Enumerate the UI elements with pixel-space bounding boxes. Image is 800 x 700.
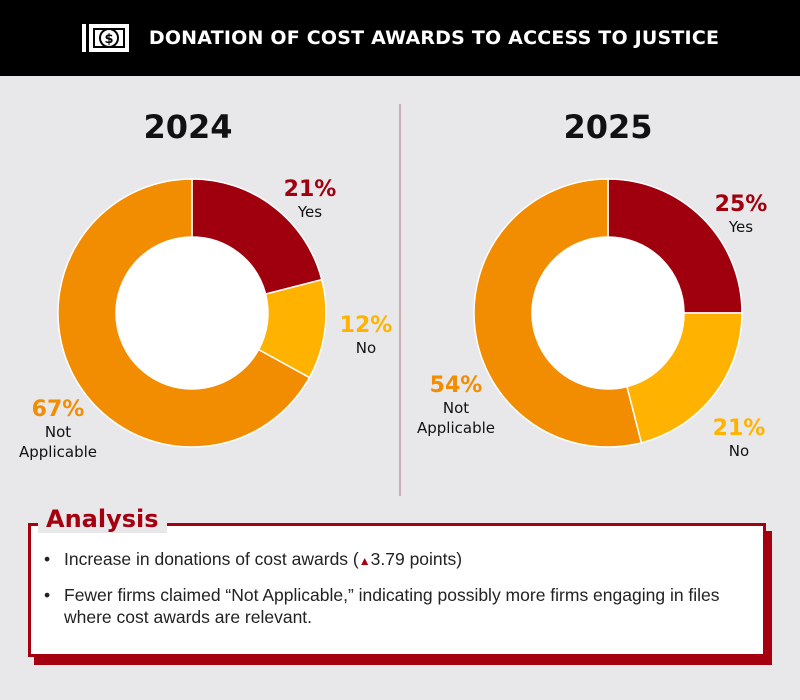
analysis-list: • Increase in donations of cost awards (… <box>44 548 744 640</box>
header-content: $ DONATION OF COST AWARDS TO ACCESS TO J… <box>81 22 719 54</box>
slice-category-label: Not <box>443 399 469 417</box>
slice-category-label: Applicable <box>417 419 495 437</box>
header-bar: $ DONATION OF COST AWARDS TO ACCESS TO J… <box>0 0 800 76</box>
analysis-item: • Increase in donations of cost awards (… <box>44 548 744 572</box>
slice-value-label: 21% <box>284 177 337 202</box>
page-title: DONATION OF COST AWARDS TO ACCESS TO JUS… <box>148 27 720 49</box>
slice-category-label: Yes <box>728 218 753 236</box>
slice-value-label: 67% <box>32 397 85 422</box>
bullet: • <box>44 585 51 605</box>
slice-category-label: No <box>729 442 749 460</box>
donut-hole <box>532 237 684 389</box>
slice-value-label: 54% <box>430 373 483 398</box>
donut-hole <box>116 237 268 389</box>
increase-triangle-icon: ▲ <box>358 554 371 568</box>
analysis-item-text: Fewer firms claimed “Not Applicable,” in… <box>64 585 720 627</box>
slice-category-label: Applicable <box>19 443 97 461</box>
bullet: • <box>44 549 51 569</box>
analysis-box <box>28 523 766 657</box>
analysis-item: • Fewer firms claimed “Not Applicable,” … <box>44 584 744 628</box>
donut-slice-2025-not-applicable <box>473 178 643 448</box>
slice-category-label: Yes <box>297 203 322 221</box>
slice-value-label: 12% <box>340 313 393 338</box>
analysis-item-text: Increase in donations of cost awards ( <box>64 549 359 569</box>
year-title-2025: 2025 <box>563 108 653 146</box>
chart-divider <box>399 104 401 496</box>
year-title-2024: 2024 <box>143 108 233 146</box>
slice-value-label: 21% <box>713 416 766 441</box>
money-bill-icon: $ <box>81 22 131 54</box>
slice-value-label: 25% <box>715 192 768 217</box>
slice-category-label: Not <box>45 423 71 441</box>
slice-category-label: No <box>356 339 376 357</box>
svg-text:$: $ <box>104 32 113 47</box>
analysis-item-text-end: 3.79 points) <box>370 549 463 569</box>
analysis-title: Analysis <box>38 505 167 533</box>
